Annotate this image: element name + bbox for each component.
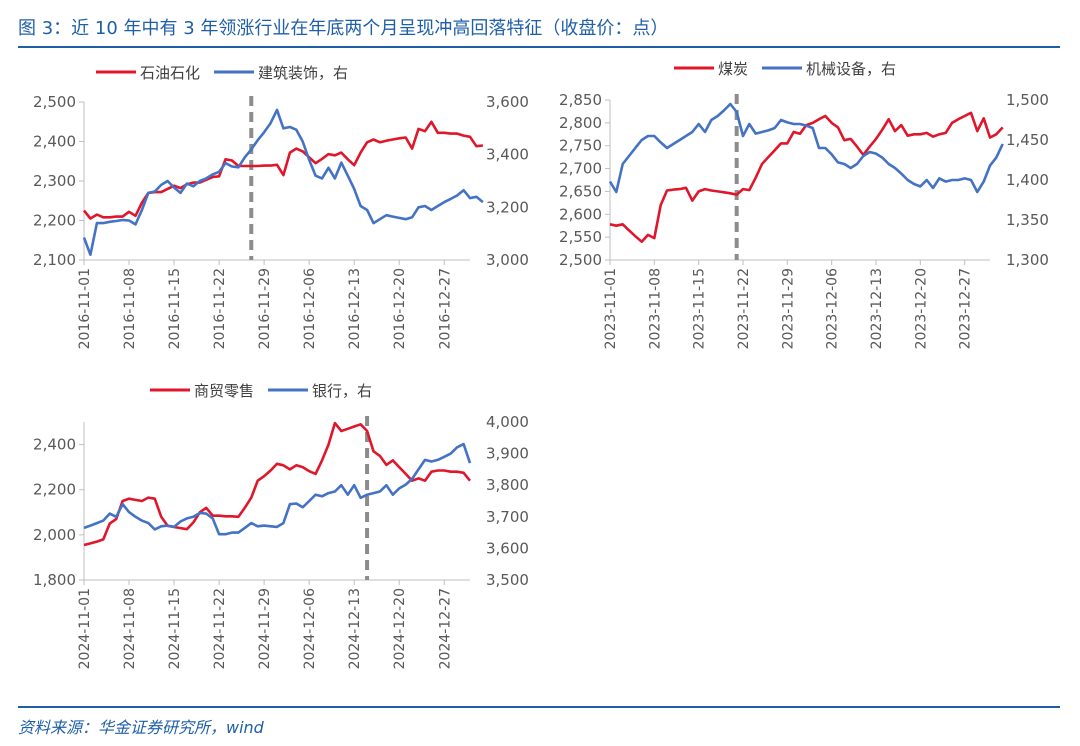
legend-label-0: 石油石化	[140, 64, 200, 82]
left-tick-label: 2,400	[33, 436, 76, 454]
x-tick-label: 2023-11-29	[780, 268, 796, 349]
x-tick-label: 2016-12-27	[437, 268, 453, 349]
x-tick-label: 2016-12-13	[347, 268, 363, 349]
figure-title: 图 3：近 10 年中有 3 年领涨行业在年底两个月呈现冲高回落特征（收盘价：点…	[18, 18, 669, 39]
chart-panel-petro-construction: 2,100 2,200 2,300 2,400 2,500 3,000 3,200 3,400…	[33, 64, 529, 349]
right-tick-label: 4,000	[486, 413, 529, 431]
x-tick-label: 2024-11-08	[122, 588, 138, 669]
right-tick-label: 1,400	[1006, 171, 1049, 189]
left-tick-label: 2,300	[33, 172, 76, 190]
right-tick-label: 3,600	[486, 93, 529, 111]
legend-label-1: 建筑装饰，右	[258, 64, 348, 82]
x-tick-label: 2016-11-01	[77, 268, 93, 349]
left-tick-label: 2,800	[559, 114, 602, 132]
right-tick-label: 3,600	[486, 539, 529, 557]
x-tick-label: 2016-11-22	[212, 268, 228, 349]
series-line-1	[608, 102, 1004, 194]
right-tick-label: 3,800	[486, 476, 529, 494]
right-tick-label: 3,400	[486, 146, 529, 164]
right-tick-label: 3,900	[486, 445, 529, 463]
x-tick-label: 2016-11-15	[167, 268, 183, 349]
x-tick-label: 2023-11-01	[603, 268, 619, 349]
x-tick-label: 2024-12-27	[437, 588, 453, 669]
x-tick-label: 2023-11-15	[692, 268, 708, 349]
right-tick-label: 1,450	[1006, 131, 1049, 149]
source-rule	[18, 706, 1060, 708]
legend-label-1: 机械设备，右	[806, 60, 896, 78]
series-line-0	[83, 421, 472, 547]
series-line-1	[82, 108, 484, 256]
x-tick-label: 2016-11-29	[257, 268, 273, 349]
chart-panel-retail-bank: 1,800 2,000 2,200 2,400 3,500 3,600 3,700 3,800…	[33, 382, 529, 669]
legend-label-0: 煤炭	[718, 60, 748, 78]
right-tick-label: 3,500	[486, 571, 529, 589]
left-tick-label: 2,200	[33, 212, 76, 230]
x-tick-label: 2024-12-20	[392, 588, 408, 669]
left-tick-label: 2,200	[33, 481, 76, 499]
left-tick-label: 2,500	[559, 251, 602, 269]
left-tick-label: 2,700	[559, 160, 602, 178]
left-tick-label: 1,800	[33, 571, 76, 589]
right-tick-label: 3,200	[486, 198, 529, 216]
x-tick-label: 2024-11-22	[212, 588, 228, 669]
left-tick-label: 2,100	[33, 251, 76, 269]
right-tick-label: 1,300	[1006, 251, 1049, 269]
x-tick-label: 2023-12-20	[913, 268, 929, 349]
left-tick-label: 2,650	[559, 182, 602, 200]
source-note: 资料来源：华金证券研究所，wind	[18, 718, 264, 737]
x-tick-label: 2024-12-06	[302, 588, 318, 669]
x-tick-label: 2016-12-20	[392, 268, 408, 349]
x-tick-label: 2023-11-22	[736, 268, 752, 349]
left-tick-label: 2,850	[559, 91, 602, 109]
right-tick-label: 3,700	[486, 508, 529, 526]
x-tick-label: 2024-12-13	[347, 588, 363, 669]
x-tick-label: 2016-12-06	[302, 268, 318, 349]
x-tick-label: 2024-11-15	[167, 588, 183, 669]
x-tick-label: 2023-12-13	[869, 268, 885, 349]
right-tick-label: 1,350	[1006, 211, 1049, 229]
x-tick-label: 2023-12-27	[958, 268, 974, 349]
chart-panel-coal-machinery: 2,500 2,550 2,600 2,650 2,700 2,750 2,800 2,850…	[559, 60, 1049, 349]
left-tick-label: 2,400	[33, 133, 76, 151]
left-tick-label: 2,600	[559, 205, 602, 223]
title-rule	[18, 46, 1060, 48]
legend-label-0: 商贸零售	[194, 382, 254, 400]
left-tick-label: 2,500	[33, 93, 76, 111]
right-tick-label: 3,000	[486, 251, 529, 269]
legend-label-1: 银行，右	[312, 382, 372, 400]
x-tick-label: 2024-11-29	[257, 588, 273, 669]
left-tick-label: 2,000	[33, 526, 76, 544]
left-tick-label: 2,750	[559, 137, 602, 155]
right-tick-label: 1,500	[1006, 91, 1049, 109]
left-tick-label: 2,550	[559, 228, 602, 246]
series-line-1	[83, 442, 472, 536]
series-line-0	[609, 111, 1004, 243]
x-tick-label: 2023-11-08	[647, 268, 663, 349]
x-tick-label: 2016-11-08	[122, 268, 138, 349]
x-tick-label: 2024-11-01	[77, 588, 93, 669]
x-tick-label: 2023-12-06	[825, 268, 841, 349]
